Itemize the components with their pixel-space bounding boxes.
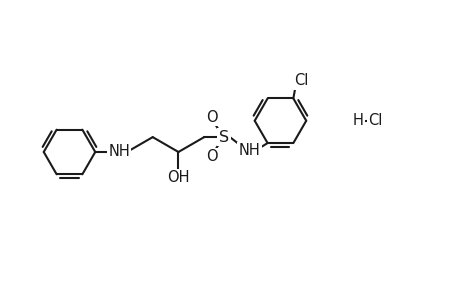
- Text: Cl: Cl: [293, 73, 308, 88]
- Text: NH: NH: [238, 143, 260, 158]
- Text: Cl: Cl: [368, 113, 382, 128]
- Text: NH: NH: [108, 145, 129, 160]
- Text: H: H: [352, 113, 363, 128]
- Text: O: O: [206, 149, 218, 164]
- Text: O: O: [206, 110, 218, 125]
- Text: S: S: [218, 130, 229, 145]
- Text: OH: OH: [167, 170, 189, 185]
